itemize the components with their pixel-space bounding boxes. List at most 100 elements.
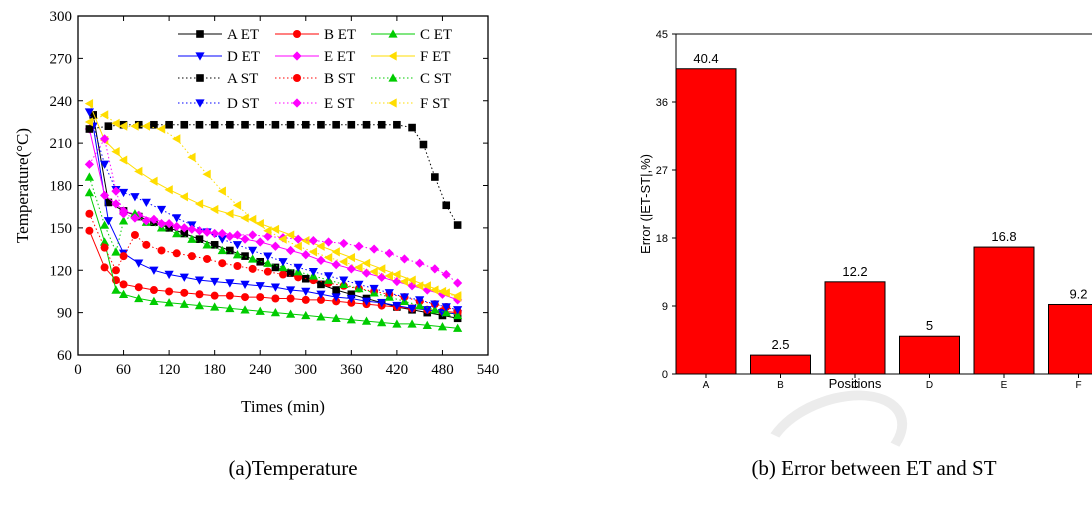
data-point	[233, 262, 241, 270]
data-point	[111, 119, 119, 128]
data-point	[370, 244, 379, 253]
data-point	[385, 249, 394, 258]
data-point	[309, 236, 318, 245]
data-point	[347, 253, 355, 262]
x-tick-label: 120	[158, 362, 181, 378]
legend-label: D ST	[227, 96, 259, 112]
data-point	[211, 292, 219, 300]
data-point	[256, 237, 265, 246]
data-point	[211, 241, 219, 249]
bar-value-label: 16.8	[991, 229, 1016, 244]
data-point	[249, 265, 257, 273]
data-point	[316, 242, 324, 251]
data-point	[165, 287, 173, 295]
data-point	[302, 296, 310, 304]
y-tick-label: 9	[662, 301, 668, 313]
data-point	[101, 244, 109, 252]
data-point	[135, 283, 143, 291]
data-point	[294, 264, 303, 272]
legend-item: F ST	[371, 96, 450, 112]
data-point	[241, 293, 249, 301]
bar-a	[676, 69, 736, 374]
legend-item: A ST	[178, 71, 258, 87]
data-point	[188, 252, 196, 260]
caption-a: (a)Temperature	[228, 456, 357, 480]
data-point	[286, 246, 295, 255]
data-point	[112, 266, 120, 274]
data-point	[248, 230, 257, 239]
y-tick-label: 210	[50, 136, 73, 152]
data-point	[226, 121, 234, 129]
data-point	[332, 247, 340, 256]
data-point	[157, 124, 165, 133]
data-point	[272, 121, 280, 129]
data-point	[347, 264, 356, 273]
data-point	[119, 189, 128, 197]
legend-label: A ST	[227, 71, 258, 87]
legend-marker	[292, 98, 301, 107]
data-point	[149, 177, 157, 186]
bar-c	[825, 282, 885, 374]
legend-item: E ET	[275, 49, 355, 65]
data-point	[324, 272, 333, 280]
data-point	[172, 134, 180, 143]
data-point	[248, 247, 257, 255]
data-point	[309, 247, 317, 256]
y-tick-label: 300	[50, 9, 73, 25]
data-point	[454, 221, 462, 229]
y-tick-label: 0	[662, 369, 668, 381]
data-point	[271, 225, 279, 234]
data-point	[301, 236, 309, 245]
data-point	[172, 214, 181, 222]
legend-item: B ST	[275, 71, 355, 87]
series-line	[89, 112, 457, 310]
data-point	[287, 269, 295, 277]
y-tick-label: 180	[50, 179, 73, 195]
data-point	[120, 252, 128, 260]
data-point	[187, 153, 195, 162]
bar-value-label: 2.5	[771, 337, 789, 352]
bar-f	[1049, 304, 1092, 374]
legend-marker	[388, 51, 396, 60]
legend-item: D ST	[178, 96, 259, 112]
data-point	[218, 246, 227, 254]
plot-frame	[78, 16, 488, 355]
data-point	[287, 295, 295, 303]
x-axis-label: Times (min)	[241, 397, 325, 416]
data-point	[332, 260, 341, 269]
data-point	[301, 250, 310, 259]
data-point	[287, 121, 295, 129]
data-point	[105, 122, 113, 130]
legend-marker	[196, 74, 204, 82]
data-point	[142, 199, 151, 207]
data-point	[256, 121, 264, 129]
x-tick-label: 540	[477, 362, 500, 378]
bar-value-label: 40.4	[693, 51, 718, 66]
data-point	[195, 290, 203, 298]
legend-item: D ET	[178, 49, 260, 65]
data-point	[130, 122, 138, 131]
y-tick-label: 60	[57, 348, 72, 364]
data-point	[100, 110, 108, 119]
data-point	[86, 125, 94, 133]
bar-value-label: 5	[926, 318, 933, 333]
legend-label: E ST	[324, 96, 354, 112]
data-point	[195, 199, 203, 208]
y-tick-label: 27	[656, 165, 668, 177]
y-tick-label: 240	[50, 94, 73, 110]
series-f-st	[85, 110, 462, 301]
y-tick-label: 36	[656, 97, 668, 109]
data-point	[85, 160, 94, 169]
x-tick-label: 360	[340, 362, 363, 378]
data-point	[85, 99, 93, 108]
data-point	[408, 124, 416, 132]
y-axis-label: Temperature(°C)	[13, 128, 32, 243]
legend-marker	[388, 98, 396, 107]
x-tick-label: 60	[116, 362, 131, 378]
legend-label: C ET	[420, 27, 452, 43]
data-point	[430, 285, 438, 294]
data-point	[430, 264, 439, 273]
data-point	[378, 121, 386, 129]
data-point	[240, 235, 249, 244]
